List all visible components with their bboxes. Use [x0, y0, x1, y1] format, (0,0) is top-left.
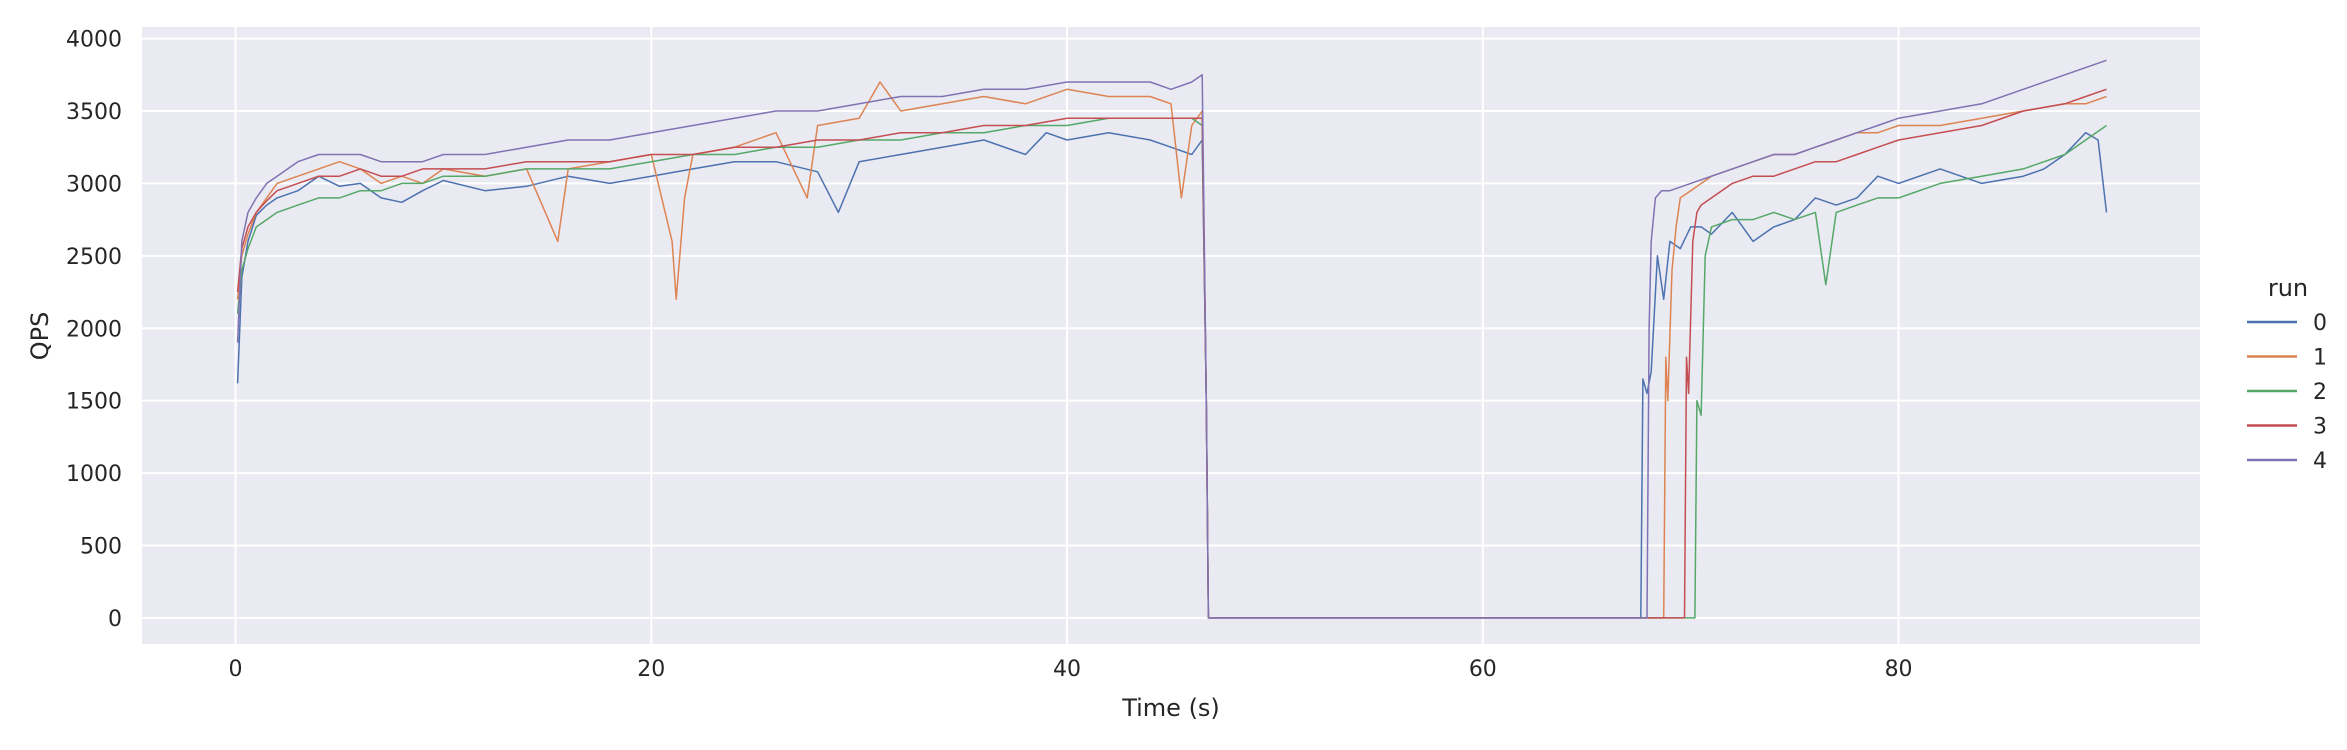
y-axis-ticks: 0 500 1000 1500 2000 2500 3000 3500 4000	[66, 28, 122, 632]
grid-lines	[142, 27, 2200, 644]
y-tick-label: 2000	[66, 317, 122, 342]
legend-title: run	[2268, 274, 2308, 302]
legend-label-run-3: 3	[2313, 415, 2327, 440]
x-axis-ticks: 0 20 40 60 80	[229, 657, 1913, 682]
series-line-run-2	[236, 117, 2107, 619]
x-tick-label: 60	[1469, 657, 1497, 682]
series-line-run-3	[236, 88, 2107, 619]
legend-label-run-4: 4	[2313, 449, 2327, 474]
y-tick-label: 3000	[66, 172, 122, 197]
x-axis-label: Time (s)	[1121, 694, 1220, 722]
y-tick-label: 500	[80, 535, 122, 560]
legend: run 0 1 2 3 4	[2247, 274, 2327, 474]
x-tick-label: 20	[637, 657, 665, 682]
y-tick-label: 1000	[66, 462, 122, 487]
y-tick-label: 1500	[66, 390, 122, 415]
y-tick-label: 3500	[66, 100, 122, 125]
series-line-run-0	[236, 131, 2108, 619]
x-tick-label: 80	[1885, 657, 1913, 682]
y-tick-label: 2500	[66, 245, 122, 270]
y-tick-label: 4000	[66, 28, 122, 53]
x-tick-label: 40	[1053, 657, 1081, 682]
x-tick-label: 0	[229, 657, 243, 682]
legend-label-run-0: 0	[2313, 311, 2327, 336]
y-tick-label: 0	[108, 607, 122, 632]
y-axis-label: QPS	[26, 312, 54, 361]
plot-background	[142, 27, 2200, 644]
legend-label-run-2: 2	[2313, 380, 2327, 405]
legend-label-run-1: 1	[2313, 346, 2327, 371]
series-line-run-4	[236, 59, 2107, 619]
series-layer	[236, 59, 2108, 619]
